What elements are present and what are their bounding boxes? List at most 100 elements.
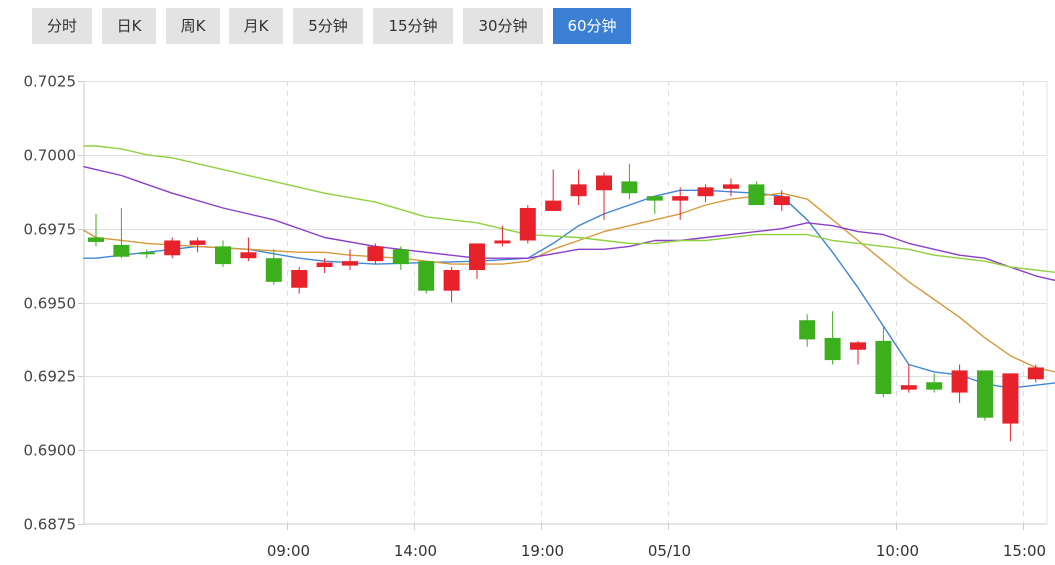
candle	[596, 172, 612, 220]
y-tick-label: 0.6950	[24, 295, 77, 313]
moving-average-line-4	[83, 145, 1055, 273]
candle	[926, 373, 943, 393]
candle	[900, 364, 917, 393]
x-tick-label: 19:00	[521, 542, 564, 560]
candle-body	[240, 252, 257, 259]
candle-body	[392, 249, 409, 265]
candle-body	[189, 240, 206, 245]
candle-body	[596, 175, 612, 191]
candle	[88, 213, 104, 247]
tab-15min[interactable]: 15分钟	[373, 8, 453, 44]
candle-body	[672, 196, 689, 201]
candle-body	[418, 261, 435, 291]
moving-average-line-2	[82, 192, 1055, 373]
y-tick-label: 0.7000	[24, 147, 77, 165]
tab-daily-k[interactable]: 日K	[102, 8, 156, 44]
candle	[773, 190, 790, 211]
candle	[494, 225, 511, 247]
candle-body	[265, 258, 282, 282]
candle	[265, 249, 282, 285]
candle	[672, 187, 689, 220]
candle-body	[824, 337, 841, 361]
y-tick-label: 0.6925	[24, 368, 77, 386]
candle-body	[138, 252, 155, 255]
candle	[545, 169, 562, 211]
candle-body	[748, 184, 765, 206]
tab-time-share[interactable]: 分时	[32, 8, 92, 44]
candle-body	[316, 262, 333, 268]
candle-body	[494, 240, 511, 244]
tab-weekly-k[interactable]: 周K	[166, 8, 220, 44]
moving-average-layer	[82, 145, 1055, 389]
candle-body	[545, 200, 562, 211]
candle	[240, 237, 257, 262]
candles-layer	[88, 163, 1044, 442]
candle-body	[164, 240, 181, 256]
candle-body	[113, 244, 130, 257]
candle	[164, 237, 181, 259]
candle-body	[1027, 367, 1044, 380]
candle	[646, 196, 663, 214]
candle	[799, 314, 816, 347]
candle	[519, 205, 536, 244]
candle-body	[469, 243, 485, 271]
candle-body	[850, 342, 866, 350]
candle-body	[799, 320, 816, 340]
candle-body	[215, 246, 231, 265]
y-tick-label: 0.6875	[24, 516, 77, 534]
candle	[418, 261, 435, 294]
candle-body	[367, 246, 384, 262]
candle-body	[621, 181, 638, 194]
candle	[469, 243, 485, 279]
candle-body	[570, 184, 587, 197]
candle	[1002, 373, 1019, 442]
candle	[850, 340, 866, 365]
candle-body	[291, 270, 308, 288]
candle	[138, 249, 155, 259]
candle-body	[773, 196, 790, 206]
candle	[570, 169, 587, 206]
moving-average-line-1	[83, 189, 1055, 389]
candle-body	[900, 385, 917, 390]
y-tick-label: 0.7025	[24, 73, 77, 91]
candle	[316, 258, 333, 273]
candle	[621, 163, 638, 200]
tab-30min[interactable]: 30分钟	[463, 8, 543, 44]
candle	[443, 267, 460, 303]
candle-body	[977, 370, 993, 418]
candle	[875, 326, 892, 398]
candle	[189, 237, 206, 253]
candle	[977, 370, 993, 421]
x-tick-label: 09:00	[267, 542, 310, 560]
candle	[342, 249, 358, 271]
candle-body	[443, 270, 460, 291]
tab-5min[interactable]: 5分钟	[293, 8, 363, 44]
candle-body	[519, 207, 536, 241]
tab-monthly-k[interactable]: 月K	[229, 8, 283, 44]
candle	[367, 243, 384, 265]
candle-body	[88, 237, 104, 242]
candle	[748, 181, 765, 206]
candle	[215, 240, 231, 268]
x-tick-label: 15:00	[1003, 542, 1046, 560]
x-axis-labels: 09:00 14:00 19:00 05/10 10:00 15:00	[267, 542, 1046, 560]
moving-average-line-3	[83, 165, 1055, 282]
candle	[392, 246, 409, 271]
candle	[697, 184, 714, 203]
candle	[824, 311, 841, 365]
tab-60min[interactable]: 60分钟	[553, 8, 631, 44]
y-tick-label: 0.6900	[24, 442, 77, 460]
candle-body	[342, 261, 358, 266]
candle-body	[1002, 373, 1019, 424]
candle-body	[875, 340, 892, 395]
candle	[291, 267, 308, 294]
candle-body	[926, 382, 943, 390]
candle-body	[951, 370, 968, 393]
x-tick-label: 14:00	[394, 542, 437, 560]
candle	[723, 178, 739, 197]
y-axis-labels: 0.7025 0.7000 0.6975 0.6950 0.6925 0.6900 0.68…	[24, 73, 77, 534]
candle	[113, 207, 130, 259]
x-tick-label: 10:00	[876, 542, 919, 560]
y-tick-label: 0.6975	[24, 221, 77, 239]
